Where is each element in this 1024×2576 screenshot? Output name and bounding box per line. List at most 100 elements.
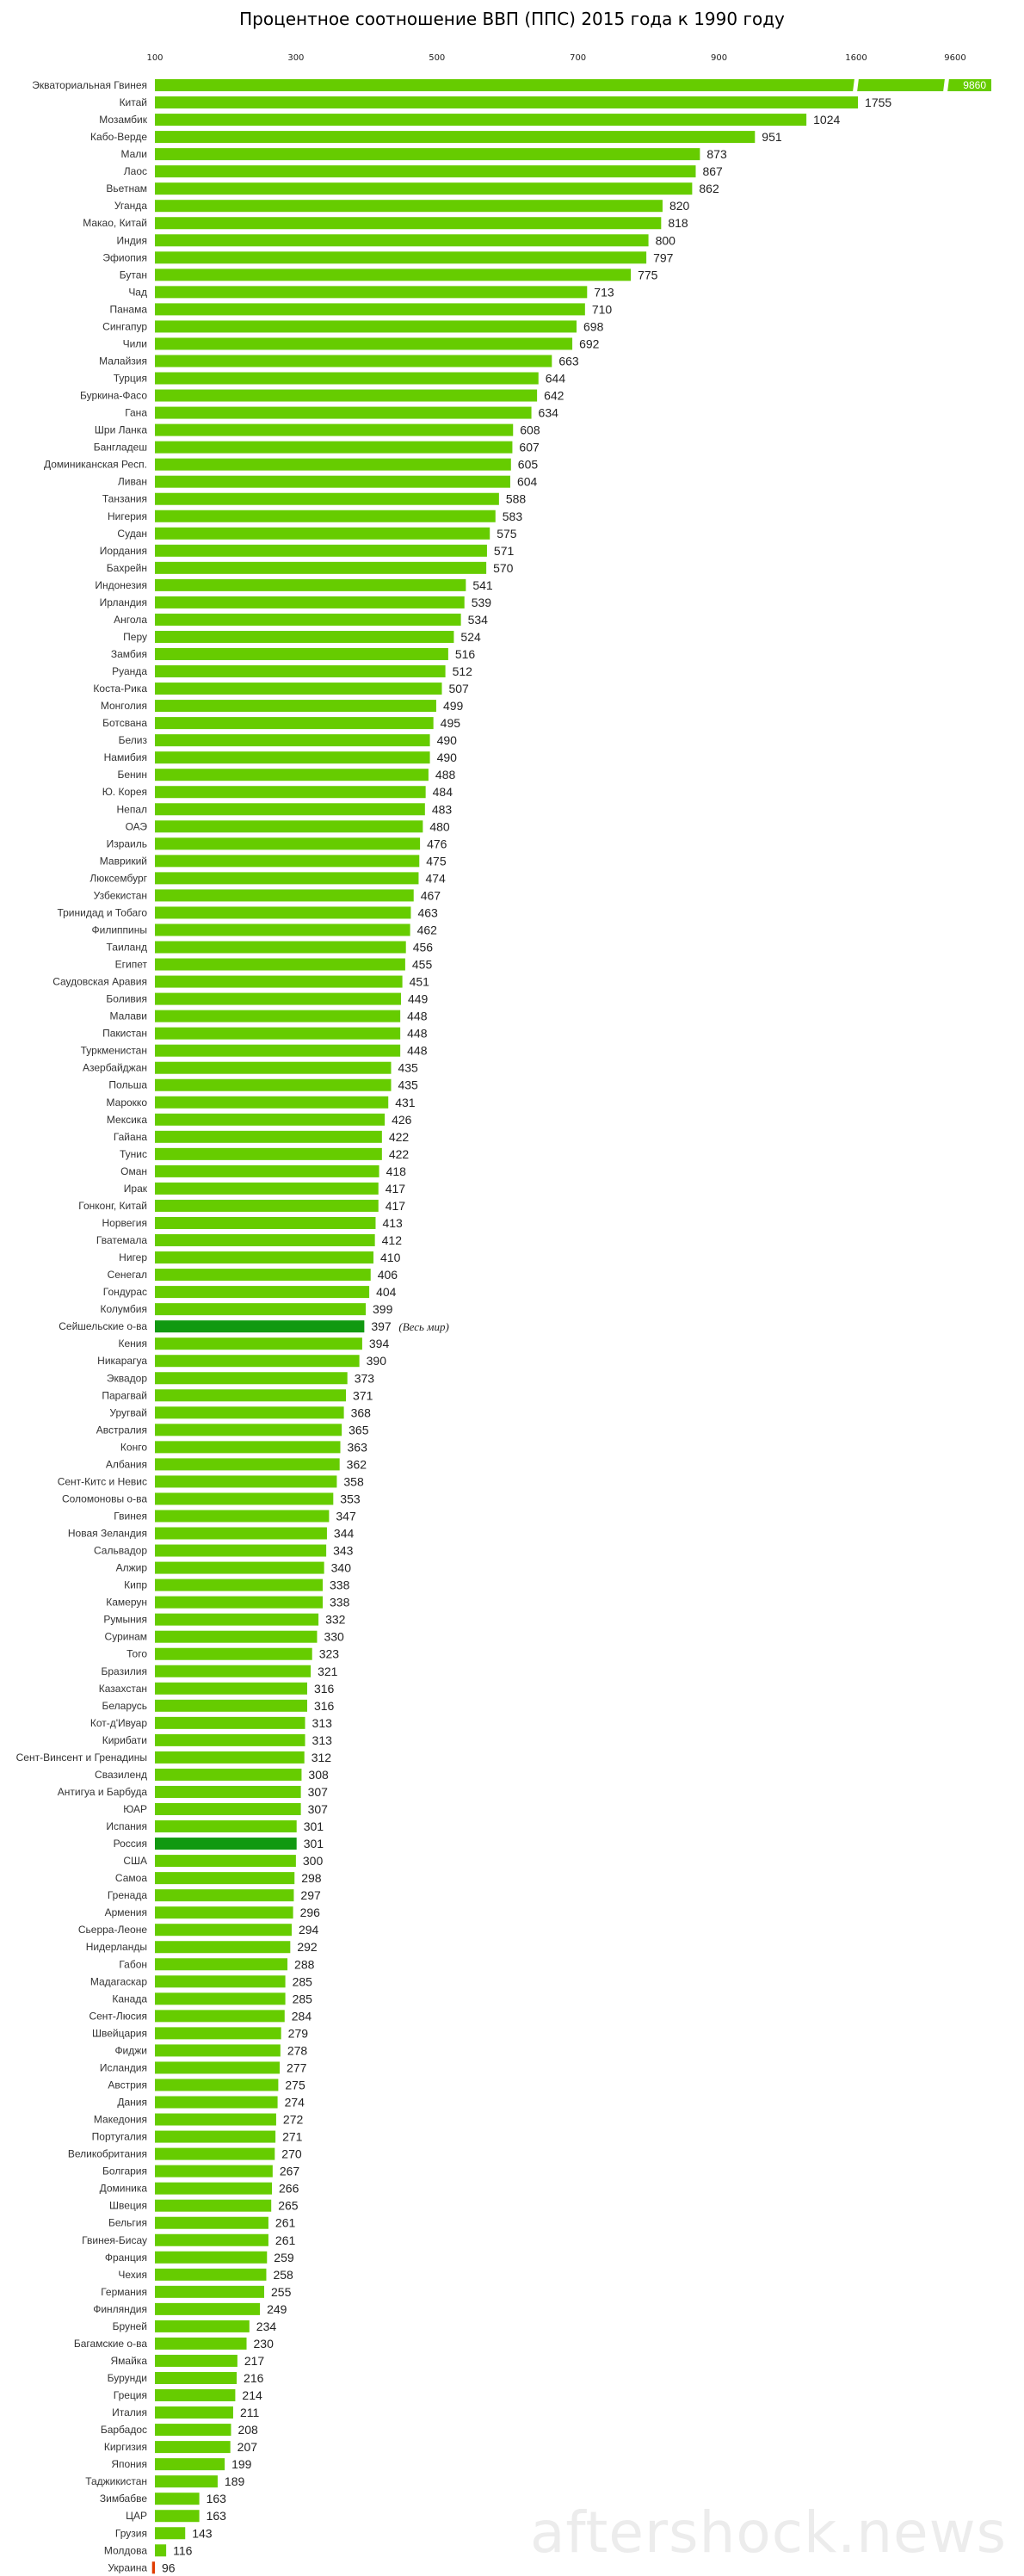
bar: [155, 1303, 367, 1316]
world-annotation: (Весь мир): [398, 1320, 448, 1333]
category-label: Макао, Китай: [83, 217, 147, 229]
bar: [155, 1906, 293, 1919]
value-label: 507: [448, 682, 469, 695]
value-label: 313: [312, 1733, 333, 1747]
bar: [155, 2113, 276, 2126]
category-label: Руанда: [112, 665, 147, 677]
category-label: Зимбабве: [100, 2493, 147, 2505]
category-label: Португалия: [92, 2131, 147, 2143]
category-label: Кот-д'Ивуар: [90, 1717, 147, 1729]
value-label: 455: [412, 958, 433, 972]
bar: [155, 975, 403, 988]
category-label: Греция: [114, 2389, 147, 2401]
category-label: США: [123, 1855, 147, 1867]
value-label: 413: [382, 1216, 403, 1230]
category-label: Кабо-Верде: [90, 131, 147, 143]
category-label: Ю. Корея: [102, 786, 147, 798]
category-label: Франция: [105, 2252, 147, 2264]
value-label: 1755: [865, 96, 891, 109]
value-label: 410: [380, 1251, 401, 1264]
bar: [155, 2406, 233, 2419]
value-label: 321: [318, 1665, 338, 1678]
category-label: Бенин: [117, 769, 147, 781]
category-label: Польша: [108, 1079, 147, 1091]
value-label: 373: [355, 1371, 375, 1385]
value-label: 524: [460, 630, 481, 644]
bar: [155, 958, 405, 971]
value-label: 332: [325, 1613, 346, 1627]
value-label: 867: [702, 164, 723, 178]
bar: [155, 2354, 237, 2367]
category-label: Сьерра-Леоне: [78, 1924, 147, 1936]
value-label: 642: [544, 389, 564, 403]
category-label: Болгария: [102, 2165, 147, 2178]
watermark: aftershock.news: [529, 2499, 1007, 2566]
value-label: 344: [334, 1527, 355, 1541]
value-label: 316: [314, 1682, 335, 1696]
bar: [155, 924, 410, 936]
bar: [155, 355, 552, 368]
value-label: 338: [330, 1596, 350, 1609]
value-label: 390: [367, 1354, 387, 1368]
value-label: 404: [376, 1285, 397, 1299]
value-label: 463: [417, 905, 438, 919]
category-label: Замбия: [111, 648, 147, 660]
category-label: ЮАР: [123, 1803, 147, 1815]
value-label: 313: [312, 1716, 333, 1730]
value-label: 571: [494, 544, 515, 558]
value-label: 422: [389, 1147, 410, 1161]
bar: [155, 1958, 288, 1971]
category-label: Австралия: [96, 1424, 147, 1436]
bar: [155, 1010, 401, 1022]
category-label: Азербайджан: [83, 1062, 147, 1074]
value-label: 713: [594, 285, 614, 299]
bar: [155, 2096, 278, 2109]
category-label: Малави: [109, 1010, 147, 1022]
category-label: Буркина-Фасо: [80, 390, 147, 402]
bar: [155, 2302, 261, 2315]
bar: [155, 96, 859, 109]
value-label: 343: [333, 1544, 354, 1558]
bar: [155, 406, 532, 419]
value-label: 495: [441, 716, 461, 730]
category-label: Гайана: [114, 1131, 148, 1143]
value-label: 483: [432, 802, 453, 816]
bar: [155, 2320, 250, 2332]
category-label: Нигерия: [108, 510, 147, 522]
bar: [155, 372, 539, 385]
value-label: 363: [348, 1440, 368, 1454]
bar: [155, 2130, 276, 2143]
bar: [155, 269, 632, 281]
category-label: Монголия: [101, 700, 147, 712]
category-label: Антигуа и Барбуда: [58, 1786, 148, 1798]
bar: [155, 1872, 295, 1885]
category-label: Канада: [112, 1992, 147, 2005]
category-label: Ирландия: [100, 596, 147, 608]
value-label: 490: [437, 751, 458, 764]
bar: [155, 148, 700, 161]
category-label: Парагвай: [102, 1389, 147, 1401]
value-label: 820: [669, 199, 690, 213]
value-label: 607: [519, 441, 540, 454]
category-label: Финляндия: [93, 2303, 147, 2315]
bar: [155, 2285, 265, 2298]
category-label: Свазиленд: [95, 1769, 147, 1781]
value-label: 499: [443, 699, 464, 713]
bar: [155, 1078, 392, 1091]
category-label: Филиппины: [92, 924, 147, 936]
value-label: 475: [426, 854, 447, 868]
category-label: Мозамбик: [99, 114, 148, 126]
category-label: Нигер: [119, 1251, 147, 1263]
bar: [155, 837, 421, 850]
bar: [155, 734, 430, 747]
category-label: Бельгия: [108, 2217, 147, 2229]
value-label: 259: [274, 2251, 294, 2264]
bar: [155, 1251, 374, 1264]
value-label: 435: [398, 1078, 418, 1092]
bar: [155, 234, 649, 247]
bar: [155, 286, 588, 299]
bar: [155, 717, 434, 730]
bar: [155, 2424, 231, 2437]
category-label: Грузия: [115, 2527, 147, 2539]
value-label: 301: [304, 1837, 324, 1850]
